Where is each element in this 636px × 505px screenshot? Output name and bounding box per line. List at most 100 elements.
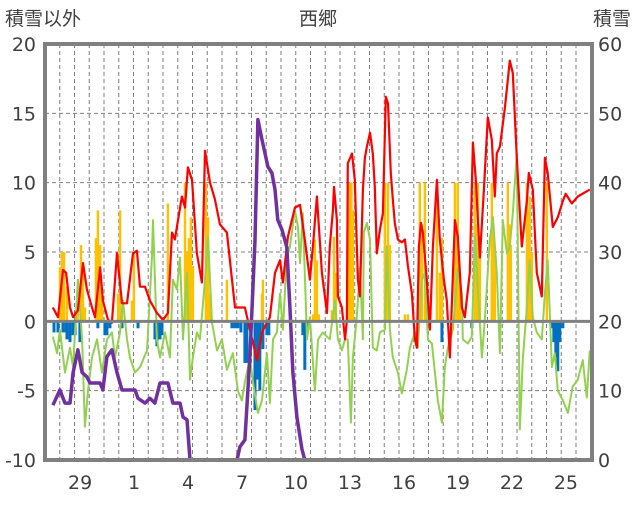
orange-bar [76,310,80,322]
left-y-tick-label: -5 [17,381,36,403]
blue-bar [253,321,257,411]
blue-bar [440,321,444,343]
orange-bar [455,224,458,322]
left-y-tick-label: 15 [12,103,36,125]
orange-bar [351,210,355,322]
plot-border [43,42,594,462]
left-y-tick-label: 20 [12,34,36,56]
orange-bar [478,252,482,322]
orange-bar [313,239,317,322]
orange-bar [383,182,387,322]
orange-bar [96,210,100,322]
orange-bar [476,182,480,322]
orange-bar [330,310,334,322]
orange-bar [317,314,321,322]
orange-bar [206,217,210,322]
orange-bar [508,224,511,322]
blue-bar [239,321,243,333]
blue-bar [103,321,107,336]
orange-bar [130,300,134,322]
orange-bar [406,314,410,322]
orange-bar [98,245,102,322]
right-y-tick-label: 50 [598,103,622,125]
blue-bar [556,321,560,372]
blue-bar [303,321,307,370]
orange-bar [65,286,69,322]
blue-bar [558,321,562,343]
orange-bar [166,203,170,322]
blue-bar [261,321,265,350]
blue-bar [243,321,247,363]
orange-bar [525,182,529,322]
orange-bar [490,182,493,322]
x-tick-label: 25 [554,472,578,494]
red-series-line [51,59,591,362]
x-tick-label: 29 [68,472,92,494]
orange-bar [493,252,497,322]
orange-bar [332,236,336,322]
orange-bar [132,253,136,322]
blue-bar [552,321,556,343]
blue-bar [267,321,271,336]
x-tick-label: 19 [446,472,470,494]
left-y-tick-label: 10 [12,173,36,195]
orange-bar [191,265,195,322]
x-tick-label: 4 [182,472,194,494]
orange-bar [261,279,265,322]
orange-bar [527,210,530,322]
orange-bar [62,252,66,322]
blue-bar [301,321,305,336]
blue-bar [96,321,100,329]
blue-bar [56,321,60,333]
blue-bar [136,321,140,329]
left-y-tick-label: -10 [5,450,36,472]
blue-bar [52,321,56,333]
left-y-tick-label: 0 [24,311,36,333]
blue-bar [245,321,249,363]
blue-bar [554,321,558,358]
orange-bar [118,210,122,322]
chart-title: 西郷 [299,8,337,30]
blue-bar [236,321,240,329]
blue-bar [561,321,565,329]
orange-bar [458,272,462,322]
orange-bar [311,314,315,322]
tick-labels: -10 -5 0 5 10 15 20 0 10 20 30 40 50 60 29 1 4 7 10 13 16 19 2… [5,34,622,494]
blue-bar [158,321,162,340]
orange-bar [440,238,444,322]
orange-bar [438,272,441,322]
blue-bar [230,321,234,329]
orange-bar [403,314,407,322]
orange-bar [83,307,87,322]
blue-bar [108,321,112,329]
blue-bar [105,321,109,336]
x-tick-label: 10 [284,472,308,494]
right-y-tick-label: 30 [598,242,622,264]
blue-bar [65,321,69,340]
orange-bar [334,272,338,322]
snow-depth-line [51,117,592,462]
orange-bar [435,182,439,322]
blue-bar [78,321,82,343]
right-y-tick-label: 20 [598,311,622,333]
orange-bar [350,182,353,322]
right-y-tick-label: 10 [598,381,622,403]
blue-bar [120,321,124,329]
blue-bar [153,321,157,340]
right-axis-title: 積雪 [593,8,631,30]
blue-bar [68,321,72,343]
orange-bar [492,224,495,322]
orange-bar [81,272,85,322]
orange-bar [420,224,423,322]
blue-bar [265,321,269,336]
blue-bar [550,321,554,329]
orange-bar [509,245,513,322]
blue-bar [61,321,65,333]
right-y-tick-label: 60 [598,34,622,56]
orange-bar [187,238,191,322]
orange-bar [100,293,104,322]
orange-bar [315,260,319,322]
orange-bar [225,279,229,322]
orange-bar [388,245,392,322]
